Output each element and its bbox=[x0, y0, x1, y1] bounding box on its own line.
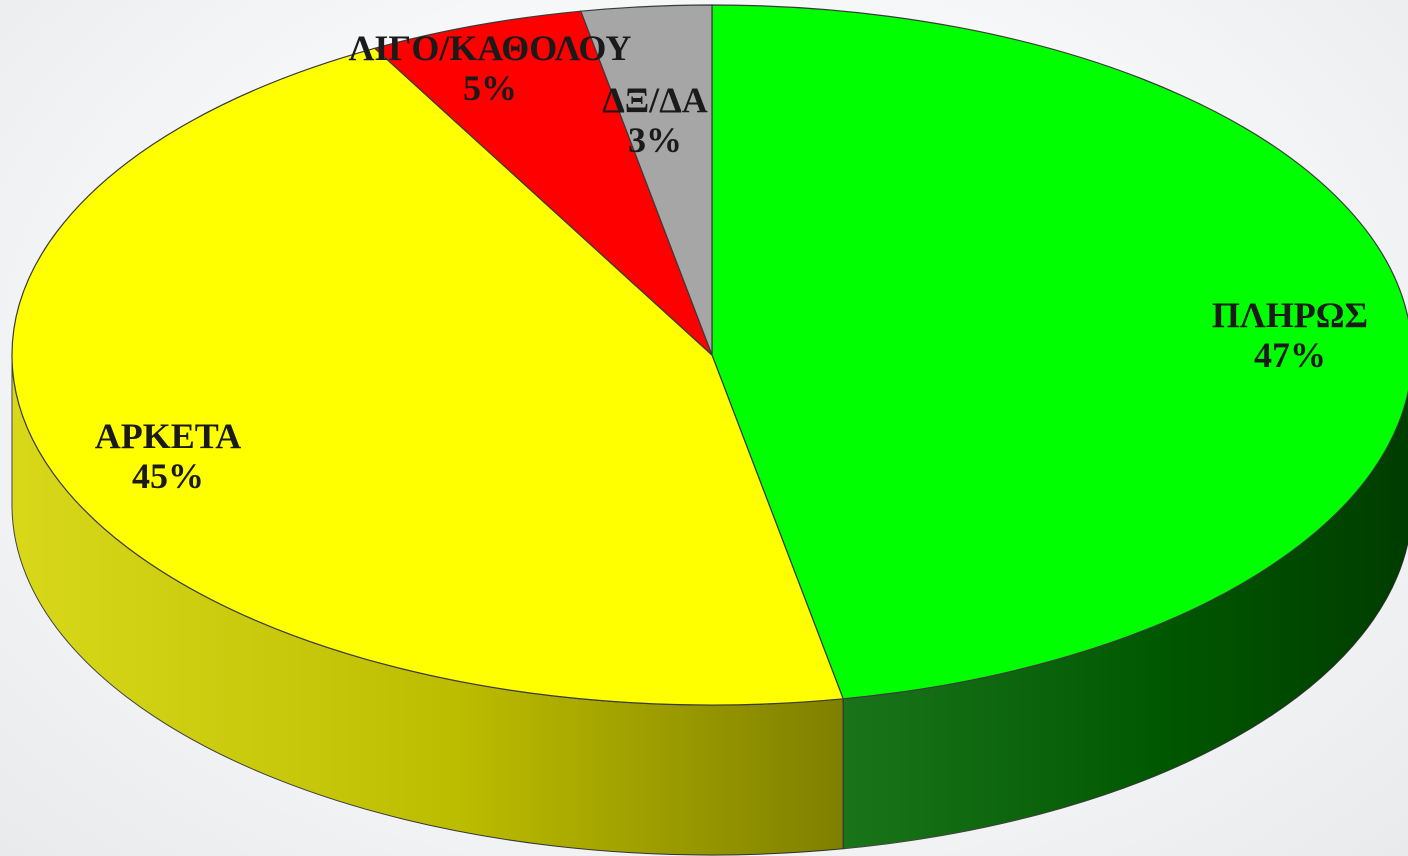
slice-value-label: 45% bbox=[132, 456, 204, 496]
slice-label-4: ΔΞ/ΔΑ 3% bbox=[602, 80, 708, 160]
pie-slice-4 bbox=[579, 4, 713, 356]
pie-slice-1 bbox=[711, 4, 1408, 700]
pie-slice-2 bbox=[11, 47, 845, 706]
slice-label-3: ΛΙΓΟ/ΚΑΘΟΛΟΥ 5% bbox=[349, 28, 632, 108]
slice-value-label: 47% bbox=[1254, 335, 1326, 375]
slice-category-label: ΔΞ/ΔΑ bbox=[602, 80, 708, 120]
slice-category-label: ΠΛΗΡΩΣ bbox=[1212, 295, 1368, 335]
pie-side-shade-2 bbox=[12, 355, 844, 855]
pie-side-shade-1 bbox=[843, 391, 1408, 849]
slice-category-label: ΛΙΓΟ/ΚΑΘΟΛΟΥ bbox=[349, 28, 632, 68]
slice-label-1: ΠΛΗΡΩΣ 47% bbox=[1212, 295, 1368, 375]
pie-slices bbox=[11, 4, 1408, 706]
slice-category-label: ΑΡΚΕΤΑ bbox=[95, 416, 242, 456]
slice-value-label: 5% bbox=[463, 68, 517, 108]
pie-slice-3 bbox=[373, 10, 713, 356]
slice-label-2: ΑΡΚΕΤΑ 45% bbox=[95, 416, 242, 496]
pie-labels: ΠΛΗΡΩΣ 47%ΑΡΚΕΤΑ 45%ΛΙΓΟ/ΚΑΘΟΛΟΥ 5% ΔΞ/ΔΑ 3% bbox=[95, 28, 1368, 496]
slice-value-label: 3% bbox=[628, 120, 682, 160]
